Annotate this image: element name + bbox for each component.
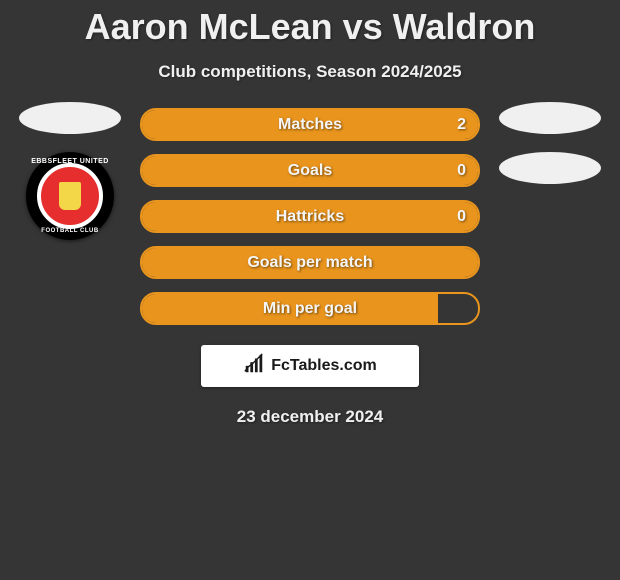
badge-shield-icon <box>59 182 81 210</box>
left-player-column: EBBSFLEET UNITED FOOTBALL CLUB <box>10 102 130 240</box>
stat-bar-value: 0 <box>457 208 466 226</box>
stat-bar: Matches 2 <box>140 108 480 141</box>
snapshot-date: 23 december 2024 <box>0 407 620 427</box>
badge-inner <box>37 163 103 229</box>
stat-bar-label: Goals <box>288 162 332 180</box>
club-badge-placeholder <box>499 152 601 184</box>
chart-bars-icon <box>243 353 265 380</box>
stat-bar-label: Goals per match <box>247 254 372 272</box>
stat-bar: Goals 0 <box>140 154 480 187</box>
page-title: Aaron McLean vs Waldron <box>0 0 620 48</box>
player-photo-placeholder <box>499 102 601 134</box>
stat-bar: Min per goal <box>140 292 480 325</box>
stat-bar: Hattricks 0 <box>140 200 480 233</box>
stat-bar-value: 0 <box>457 162 466 180</box>
stat-bar-label: Hattricks <box>276 208 344 226</box>
badge-text-top: EBBSFLEET UNITED <box>26 158 114 165</box>
badge-text-bottom: FOOTBALL CLUB <box>26 228 114 234</box>
subtitle: Club competitions, Season 2024/2025 <box>0 62 620 82</box>
player-photo-placeholder <box>19 102 121 134</box>
source-logo-text: FcTables.com <box>271 357 377 375</box>
stat-bar-value: 2 <box>457 116 466 134</box>
stat-bar-label: Min per goal <box>263 300 357 318</box>
stat-bars: Matches 2 Goals 0 Hattricks 0 Goals per match M… <box>140 108 480 325</box>
stat-bar: Goals per match <box>140 246 480 279</box>
source-logo-box: FcTables.com <box>201 345 419 387</box>
right-player-column <box>490 102 610 184</box>
club-badge-left: EBBSFLEET UNITED FOOTBALL CLUB <box>26 152 114 240</box>
comparison-content: EBBSFLEET UNITED FOOTBALL CLUB Matches 2 G… <box>0 108 620 325</box>
stat-bar-label: Matches <box>278 116 342 134</box>
